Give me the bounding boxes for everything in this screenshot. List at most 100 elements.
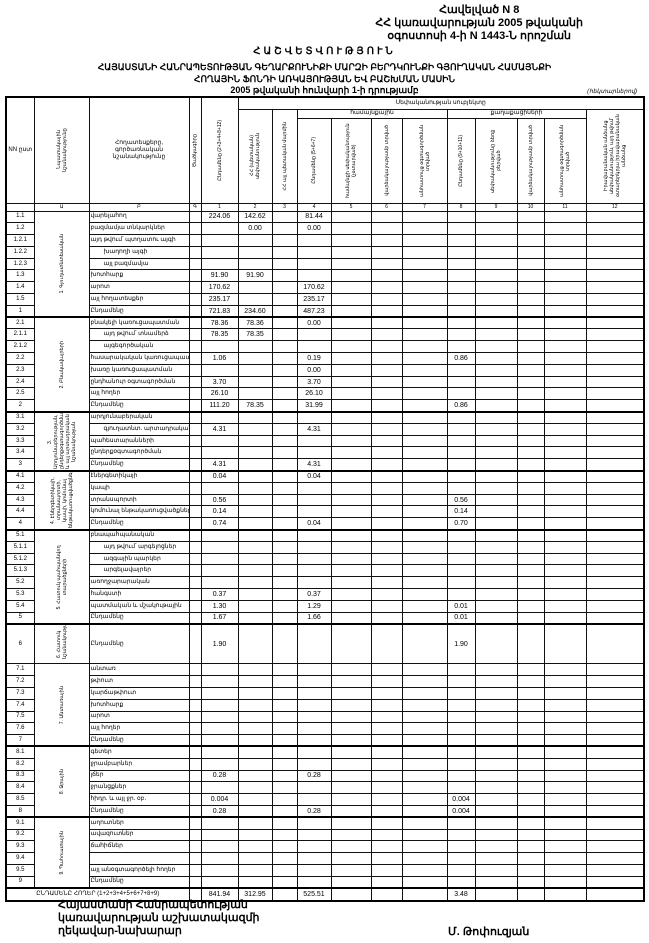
row-code-cell (188, 481, 202, 495)
value-cell-col-12 (585, 599, 645, 613)
row-label: ընդհանուր օգտագործման (88, 375, 190, 389)
column-number: 2 (237, 202, 273, 212)
value-cell-col-8 (446, 828, 476, 842)
table-row: 1.2.1 այդ թվում՝ պտղատու այգի (5, 234, 645, 247)
row-code: 2 (5, 399, 35, 413)
value-cell-col-5 (330, 722, 372, 736)
value-cell-col-12 (585, 411, 645, 424)
value-cell-col-12 (585, 245, 645, 259)
table-row: 8 Ընդամենը 0.28 0.28 0.004 (5, 804, 645, 818)
section-label: 2. Բնակավայրերի (33, 316, 90, 413)
row-label: կարճաթփուտ (88, 686, 190, 700)
row-label: Ընդամենը (88, 304, 190, 318)
value-cell-col-11 (543, 375, 587, 389)
value-cell-col-9 (474, 434, 518, 448)
col-header-code: Ծածկագիրը (188, 96, 202, 204)
value-cell-col-8 (446, 769, 476, 783)
value-cell-col-10 (516, 352, 545, 365)
value-cell-col-3 (271, 828, 298, 842)
value-cell-col-7 (401, 316, 448, 330)
row-code-cell (188, 781, 202, 795)
value-cell-col-11 (543, 434, 587, 448)
value-cell-col-10 (516, 722, 545, 736)
value-cell-col-4 (296, 328, 332, 342)
table-row: 9.1 9. Պահուստային աղուտներ (5, 816, 645, 889)
value-cell-col-10 (516, 411, 545, 424)
value-cell-col-7 (401, 745, 448, 759)
row-code-cell (188, 505, 202, 519)
col-group-community: համայնքային (296, 108, 448, 119)
value-cell-col-4 (296, 340, 332, 354)
value-cell-col-5 (330, 686, 372, 700)
value-cell-col-10 (516, 363, 545, 377)
table-row: 3.4 ընդերքօգտագործման (5, 446, 645, 460)
column-number: 10 (516, 202, 545, 212)
value-cell-col-11 (543, 769, 587, 783)
row-code-cell (188, 304, 202, 318)
value-cell-col-5 (330, 422, 372, 436)
value-cell-col-9 (474, 481, 518, 495)
value-cell-col-12 (585, 470, 645, 483)
col-header-10: վարձակալությամբ տրված (516, 117, 545, 204)
row-code: 5.1 (5, 529, 35, 542)
col-header-12: Իրավաբանական անձանց սեփականություն, այդ … (585, 108, 645, 204)
value-cell-col-1 (200, 576, 239, 589)
row-code: 9.1 (5, 816, 35, 830)
row-label: ընդերքօգտագործման (88, 446, 190, 460)
value-cell-col-11 (543, 840, 587, 854)
value-cell-col-4 (296, 675, 332, 688)
value-cell-col-7 (401, 293, 448, 306)
value-cell-col-6 (370, 852, 403, 865)
value-cell-col-9 (474, 293, 518, 306)
value-cell-col-4 (296, 734, 332, 747)
value-cell-col-10 (516, 757, 545, 771)
value-cell-col-10 (516, 816, 545, 830)
row-label: գյուղատնտ. արտադրական (88, 422, 190, 436)
section-label: 5. Հատուկ պահպանվող տարածքների (33, 529, 90, 625)
row-code-cell (188, 411, 202, 424)
value-cell-col-12 (585, 576, 645, 589)
row-code: 2.1.1 (5, 328, 35, 342)
value-cell-col-3 (271, 352, 298, 365)
grand-total-row: ԸՆԴԱՄԵՆԸ ՀՈՂԵՐ (1+2+3+4+5+6+7+8+9) 841.94… (5, 887, 645, 902)
value-cell-col-2 (237, 340, 273, 354)
value-cell-col-9 (474, 852, 518, 865)
value-cell-col-5 (330, 840, 372, 854)
section-label-text: 7. Անտառային (58, 685, 65, 724)
value-cell-col-12 (585, 863, 645, 877)
value-cell-col-9 (474, 816, 518, 830)
value-cell-col-4 (296, 828, 332, 842)
value-cell-col-6 (370, 552, 403, 566)
value-cell-col-11 (543, 793, 587, 806)
value-cell-col-3 (271, 734, 298, 747)
row-label: Ընդամենը (88, 399, 190, 413)
row-label: պահեստարանների (88, 434, 190, 448)
col-header-text: անհատույց օգտագործման տրված (418, 124, 431, 197)
value-cell-col-4 (296, 411, 332, 424)
value-cell-col-6 (370, 698, 403, 712)
value-cell-col-3 (271, 493, 298, 507)
value-cell-col-2 (237, 816, 273, 830)
value-cell-col-11 (543, 564, 587, 578)
row-label: կապի (88, 481, 190, 495)
row-label: այդ թվում՝ տնամերձ (88, 328, 190, 342)
value-cell-col-9 (474, 745, 518, 759)
value-cell-col-5 (330, 316, 372, 330)
column-number: Բ (88, 202, 190, 212)
table-row: 5.1.2 ազգային պարկեր (5, 552, 645, 566)
row-code: 7 (5, 734, 35, 747)
value-cell-col-6 (370, 564, 403, 578)
col-header-9: սեփականությունը ձեռք բերված (474, 117, 518, 204)
column-number: 4 (296, 202, 332, 212)
signatory-name: Մ. Թոփուզյան (448, 926, 530, 938)
value-cell-col-9 (474, 611, 518, 625)
value-cell-col-7 (401, 734, 448, 747)
row-code: 4.4 (5, 505, 35, 519)
row-label: բնապահպանական (88, 529, 190, 542)
value-cell-col-3 (271, 328, 298, 342)
row-code: 7.5 (5, 710, 35, 724)
value-cell-col-8 (446, 257, 476, 271)
value-cell-col-5 (330, 828, 372, 842)
value-cell-col-6 (370, 663, 403, 677)
value-cell-col-7 (401, 222, 448, 236)
